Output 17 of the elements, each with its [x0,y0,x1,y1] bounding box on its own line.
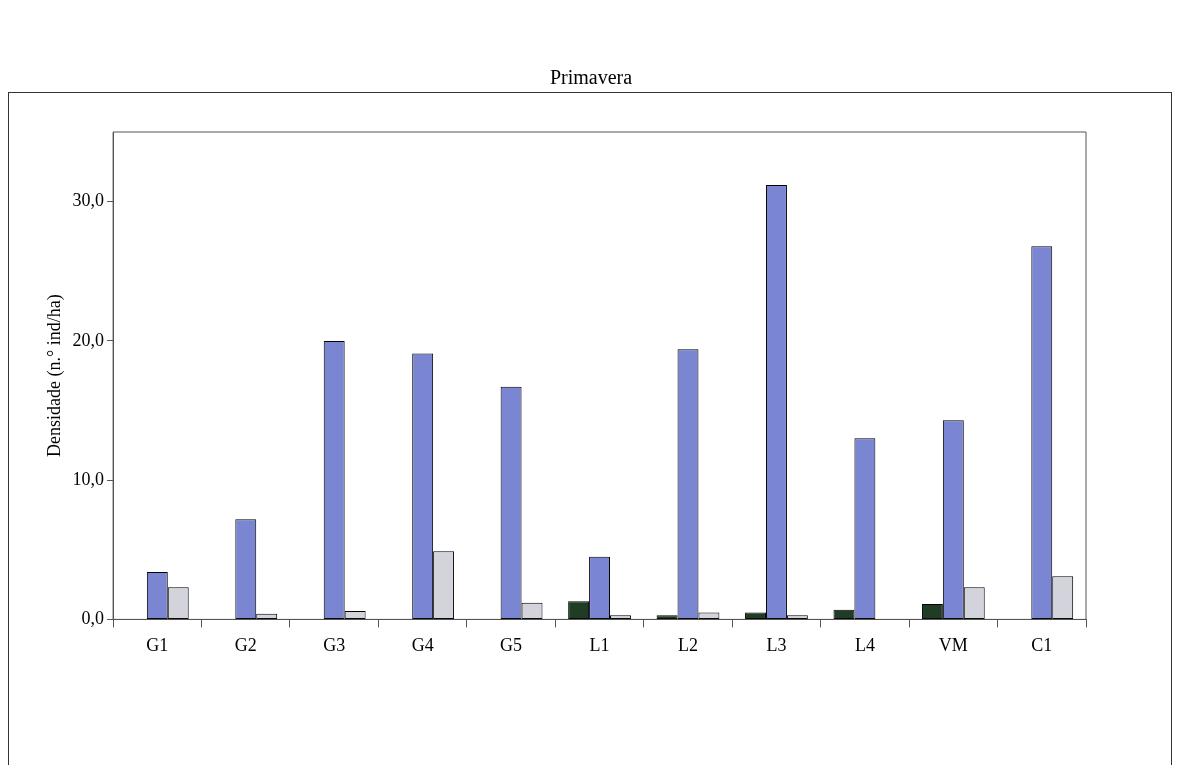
x-tick-label: G5 [500,634,523,655]
x-tick-label: L3 [766,634,787,655]
y-tick-label: 20,0 [72,329,105,350]
y-tick-label: 10,0 [72,468,105,489]
chart-title: Primavera [548,66,634,89]
y-axis-title: Densidade (n.° ind/ha) [43,294,65,458]
x-tick-label: C1 [1031,634,1053,655]
x-tick-label: L1 [589,634,610,655]
y-tick-label: 0,0 [81,608,105,629]
y-tick-label: 30,0 [72,190,105,211]
x-tick-label: VM [938,634,968,655]
x-tick-label: L2 [678,634,698,655]
x-tick-label: G1 [146,634,169,655]
x-tick-label: G3 [323,634,346,655]
x-tick-label: G4 [411,634,434,655]
x-tick-label: G2 [234,634,257,655]
x-tick-label: L4 [854,634,875,655]
